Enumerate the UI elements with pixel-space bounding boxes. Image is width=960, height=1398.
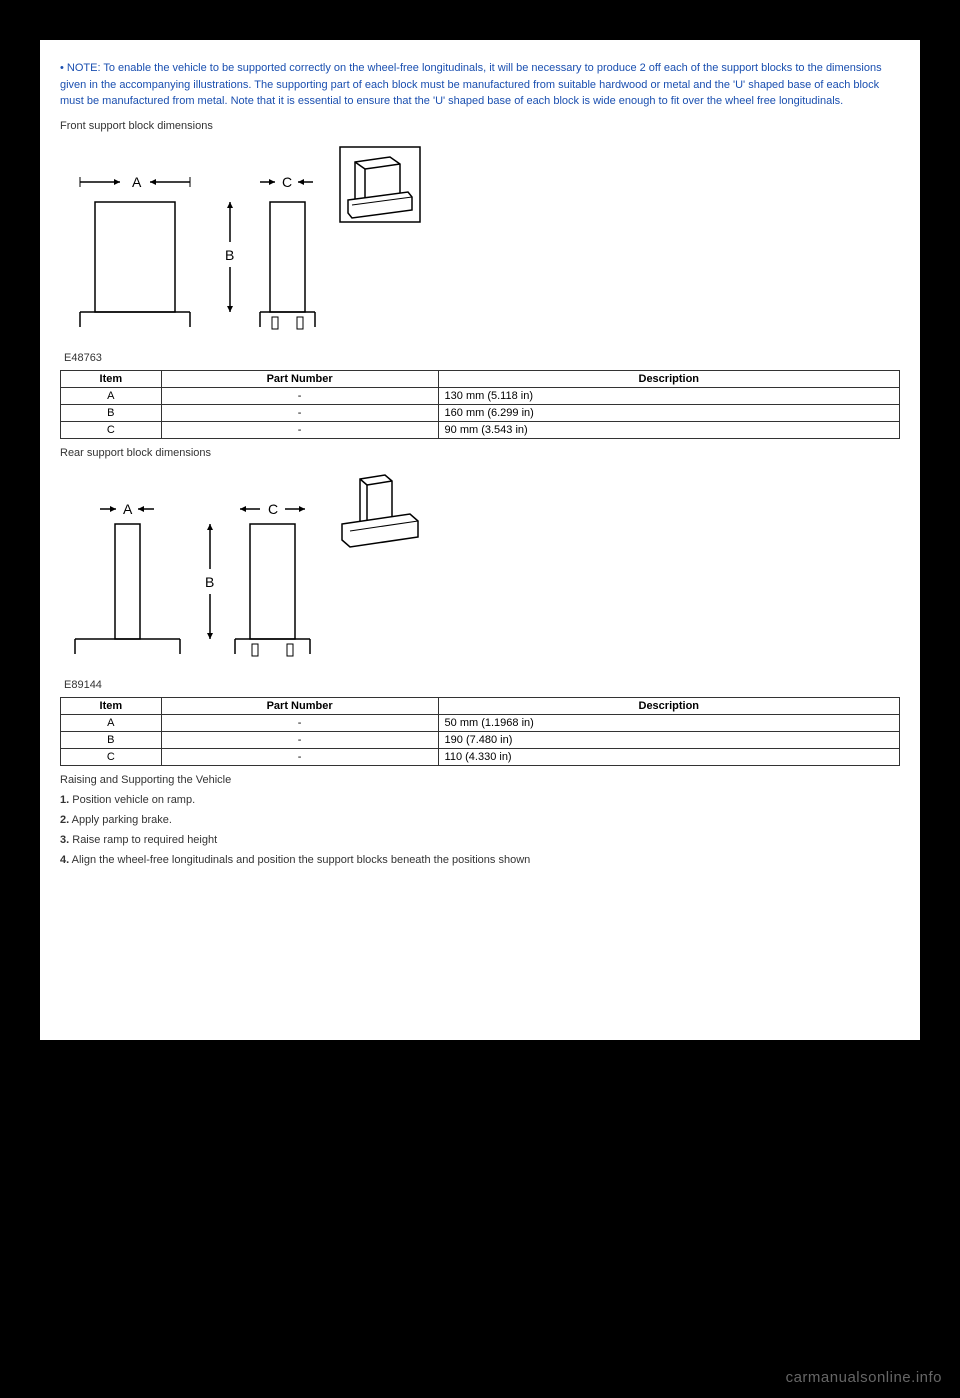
step-text: Apply parking brake. xyxy=(72,814,172,826)
table-row: B-190 (7.480 in) xyxy=(61,731,900,748)
th-item: Item xyxy=(61,370,162,387)
rear-diagram-id: E89144 xyxy=(64,679,900,691)
rear-title: Rear support block dimensions xyxy=(60,447,900,459)
rear-block-3d xyxy=(330,469,430,559)
front-title: Front support block dimensions xyxy=(60,120,900,132)
front-table: Item Part Number Description A-130 mm (5… xyxy=(60,370,900,439)
rear-table: Item Part Number Description A-50 mm (1.… xyxy=(60,697,900,766)
svg-text:A: A xyxy=(132,174,142,190)
table-row: C-90 mm (3.543 in) xyxy=(61,421,900,438)
table-row: A-130 mm (5.118 in) xyxy=(61,387,900,404)
step-text: Align the wheel-free longitudinals and p… xyxy=(72,854,531,866)
step-text: Position vehicle on ramp. xyxy=(72,794,195,806)
svg-text:C: C xyxy=(282,174,292,190)
svg-text:B: B xyxy=(225,247,234,263)
svg-text:C: C xyxy=(268,501,278,517)
table-row: C-110 (4.330 in) xyxy=(61,748,900,765)
procedure-title: Raising and Supporting the Vehicle xyxy=(60,774,900,786)
th-desc: Description xyxy=(438,370,899,387)
note-text: • NOTE: To enable the vehicle to be supp… xyxy=(60,60,900,110)
table-row: B-160 mm (6.299 in) xyxy=(61,404,900,421)
front-diagram-id: E48763 xyxy=(64,352,900,364)
table-row: A-50 mm (1.1968 in) xyxy=(61,714,900,731)
th-part: Part Number xyxy=(161,370,438,387)
watermark: carmanualsonline.info xyxy=(786,1369,942,1386)
rear-diagram: A B C xyxy=(60,469,900,669)
procedure-steps: 1. Position vehicle on ramp. 2. Apply pa… xyxy=(60,794,900,866)
th-part: Part Number xyxy=(161,697,438,714)
document-page: • NOTE: To enable the vehicle to be supp… xyxy=(40,40,920,1040)
svg-text:B: B xyxy=(205,574,214,590)
svg-text:A: A xyxy=(123,501,133,517)
th-item: Item xyxy=(61,697,162,714)
front-diagram: A B C xyxy=(60,142,900,342)
rear-block-svg: A B C xyxy=(60,469,320,669)
th-desc: Description xyxy=(438,697,899,714)
front-block-3d xyxy=(330,142,430,232)
step-text: Raise ramp to required height xyxy=(72,834,217,846)
front-block-svg: A B C xyxy=(60,142,320,342)
